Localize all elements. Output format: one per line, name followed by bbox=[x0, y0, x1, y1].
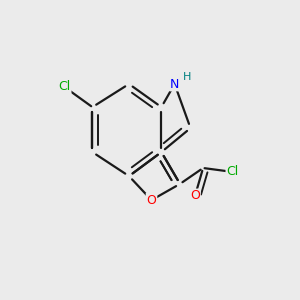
Text: Cl: Cl bbox=[58, 80, 70, 94]
Text: O: O bbox=[190, 189, 200, 203]
Text: O: O bbox=[147, 194, 156, 207]
Text: N: N bbox=[170, 77, 179, 91]
Text: Cl: Cl bbox=[226, 165, 238, 178]
Text: H: H bbox=[182, 71, 191, 82]
